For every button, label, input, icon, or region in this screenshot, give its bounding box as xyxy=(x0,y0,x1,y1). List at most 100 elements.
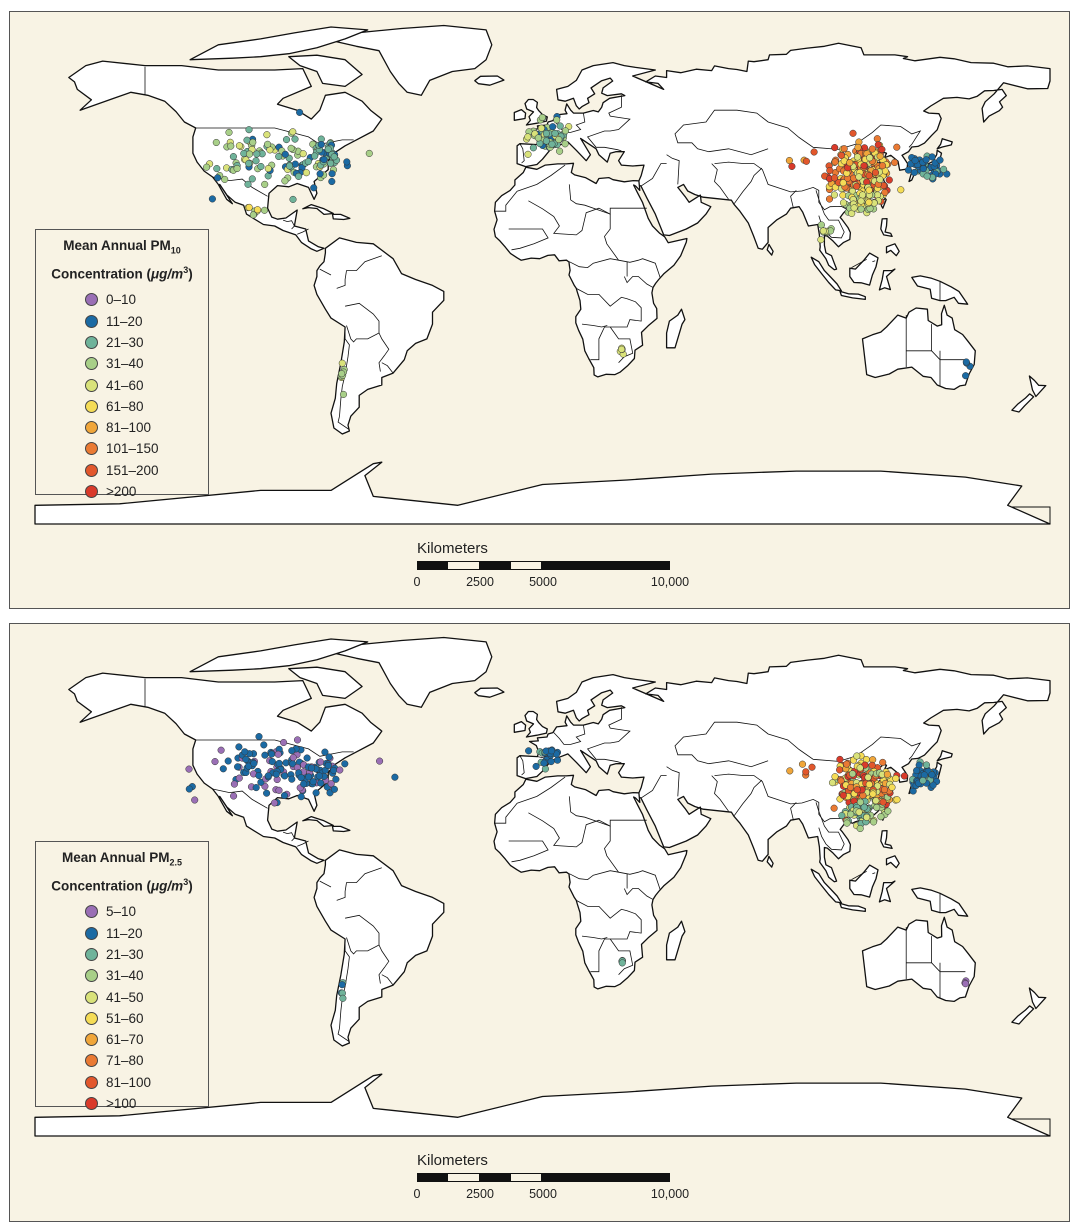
country-border xyxy=(815,802,845,851)
city-marker xyxy=(936,156,944,164)
city-marker xyxy=(293,736,302,744)
country-border xyxy=(568,184,647,215)
landmass xyxy=(880,829,893,850)
landmass xyxy=(1011,393,1035,413)
city-marker xyxy=(532,762,540,770)
city-marker xyxy=(879,758,887,766)
legend-swatch xyxy=(85,485,98,498)
city-marker xyxy=(191,796,199,804)
legend-item: 21–30 xyxy=(42,944,202,965)
city-marker xyxy=(308,764,316,772)
city-marker xyxy=(268,750,276,758)
landmass xyxy=(880,217,893,238)
city-marker xyxy=(802,157,810,165)
city-marker xyxy=(831,144,839,152)
city-marker xyxy=(856,764,864,772)
country-border xyxy=(733,167,763,204)
country-border xyxy=(381,362,394,374)
city-marker xyxy=(296,108,304,116)
land-outlines xyxy=(34,636,1051,1137)
city-marker xyxy=(865,186,873,194)
city-marker xyxy=(785,156,793,165)
city-marker xyxy=(876,152,884,160)
country-border xyxy=(714,161,848,211)
city-marker xyxy=(878,162,887,170)
city-marker xyxy=(328,177,336,186)
city-marker xyxy=(552,750,561,758)
landmass xyxy=(885,243,900,257)
city-marker xyxy=(254,206,262,214)
city-marker xyxy=(245,159,253,168)
legend-item: 151–200 xyxy=(42,460,202,481)
country-border xyxy=(378,944,390,984)
city-marker xyxy=(843,760,851,768)
city-marker xyxy=(549,123,557,131)
country-border xyxy=(581,935,608,940)
city-marker xyxy=(336,766,344,774)
city-marker xyxy=(281,772,289,780)
pm25-map-panel: Mean Annual PM2.5 Concentration (μg/m3) … xyxy=(9,623,1070,1222)
country-border xyxy=(381,974,394,986)
city-marker xyxy=(840,145,848,153)
country-border xyxy=(568,796,647,827)
city-marker xyxy=(316,758,325,766)
city-marker xyxy=(275,786,283,794)
legend-swatch xyxy=(85,399,98,413)
country-border xyxy=(586,95,631,152)
legend-items: 5–10 11–20 21–30 31–40 41–50 51–60 61–70 71–80 8… xyxy=(42,901,202,1114)
city-marker xyxy=(853,182,861,190)
city-marker xyxy=(854,143,862,151)
landmass xyxy=(302,203,334,216)
city-marker xyxy=(798,760,807,768)
country-border xyxy=(576,288,642,361)
country-border xyxy=(528,812,661,891)
city-marker xyxy=(249,138,257,146)
country-border xyxy=(714,773,848,823)
legend-item: 41–60 xyxy=(42,374,202,395)
city-marker xyxy=(786,767,794,775)
legend-swatch xyxy=(85,442,98,456)
city-marker xyxy=(856,824,864,833)
city-marker xyxy=(555,136,563,144)
country-border xyxy=(553,724,586,745)
city-marker xyxy=(328,170,336,178)
city-marker xyxy=(839,199,848,207)
landmass xyxy=(839,290,866,301)
city-marker xyxy=(542,137,550,145)
city-marker xyxy=(881,188,889,197)
city-marker xyxy=(282,136,291,144)
city-marker xyxy=(897,186,905,194)
world-map xyxy=(34,24,1051,525)
city-marker xyxy=(325,753,333,761)
city-marker xyxy=(321,748,329,756)
city-marker xyxy=(872,797,880,805)
city-markers xyxy=(203,108,974,398)
city-marker xyxy=(338,981,346,989)
landmass xyxy=(474,687,505,698)
country-border xyxy=(297,840,309,847)
legend-swatch xyxy=(85,926,98,940)
country-border xyxy=(516,776,566,804)
city-marker xyxy=(252,784,260,792)
city-marker xyxy=(838,812,846,820)
city-marker xyxy=(857,205,865,213)
city-marker xyxy=(538,113,546,122)
city-marker xyxy=(839,791,847,799)
city-marker xyxy=(858,191,867,199)
city-marker xyxy=(878,145,886,154)
city-marker xyxy=(962,372,970,380)
city-marker xyxy=(547,758,555,766)
country-border xyxy=(586,707,631,764)
city-marker xyxy=(261,180,269,188)
city-marker xyxy=(884,807,892,815)
city-marker xyxy=(883,770,891,778)
legend-swatch xyxy=(85,1033,98,1047)
city-marker xyxy=(922,156,930,164)
legend-label: >100 xyxy=(106,1096,137,1111)
landmass xyxy=(313,237,445,435)
city-marker xyxy=(940,165,948,173)
legend-label: 41–60 xyxy=(106,377,144,393)
city-marker xyxy=(305,773,313,781)
city-marker xyxy=(245,150,254,158)
legend-item: >200 xyxy=(42,481,202,502)
